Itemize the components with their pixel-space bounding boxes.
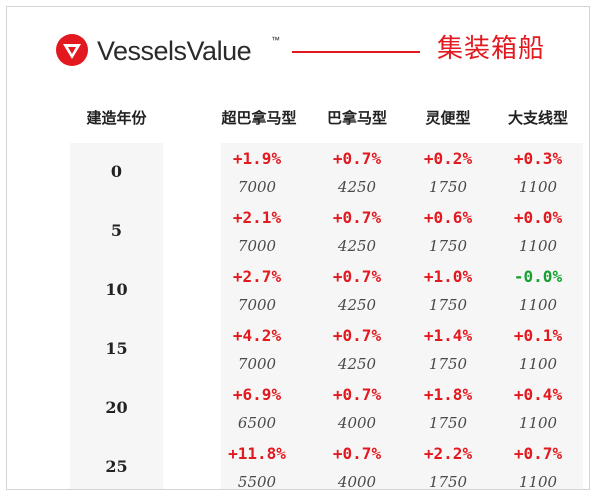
header: VesselsValue ™ 集装箱船 [55,29,585,75]
change-percent-handysize: +2.2% [423,444,473,463]
brand-name: VesselsValue [97,36,252,66]
year-cell: 15 [105,339,128,358]
change-percent-panamax: +0.7% [332,444,382,463]
value-feedermax: 1100 [518,296,558,314]
change-percent-post-panamax: +4.2% [232,326,282,345]
change-percent-handysize: +0.6% [423,208,473,227]
column-header-post-panamax: 超巴拿马型 [221,109,297,127]
value-post-panamax: 7000 [237,178,277,196]
year-cell: 5 [110,221,123,240]
change-percent-panamax: +0.7% [332,385,382,404]
table-body-background [221,143,583,489]
value-handysize: 1750 [428,355,468,373]
header-divider-line [292,51,420,53]
year-cell: 25 [105,457,128,476]
change-percent-panamax: +0.7% [332,267,382,286]
change-percent-post-panamax: +2.7% [232,267,282,286]
value-feedermax: 1100 [518,473,558,490]
value-handysize: 1750 [428,178,468,196]
value-handysize: 1750 [428,473,468,490]
change-percent-panamax: +0.7% [332,208,382,227]
change-percent-feedermax: +0.4% [513,385,563,404]
change-percent-post-panamax: +2.1% [232,208,282,227]
container-ship-value-card: VesselsValue ™ 集装箱船 建造年份 超巴拿马型 巴拿马型 灵便型 … [6,6,590,490]
value-panamax: 4250 [337,237,377,255]
page-title: 集装箱船 [437,34,546,64]
value-panamax: 4000 [337,473,377,490]
value-panamax: 4250 [337,355,377,373]
change-percent-handysize: +1.0% [423,267,473,286]
year-column-background [70,143,163,489]
change-percent-post-panamax: +11.8% [228,444,286,463]
value-post-panamax: 5500 [237,473,277,490]
year-cell: 10 [105,280,128,299]
year-cell: 0 [110,162,123,181]
value-feedermax: 1100 [518,355,558,373]
value-panamax: 4000 [337,414,377,432]
change-percent-feedermax: -0.0% [513,267,563,286]
change-percent-feedermax: +0.3% [513,149,563,168]
change-percent-handysize: +1.8% [423,385,473,404]
value-post-panamax: 7000 [237,237,277,255]
value-handysize: 1750 [428,414,468,432]
change-percent-post-panamax: +6.9% [232,385,282,404]
change-percent-feedermax: +0.1% [513,326,563,345]
change-percent-feedermax: +0.0% [513,208,563,227]
value-feedermax: 1100 [518,178,558,196]
value-panamax: 4250 [337,296,377,314]
change-percent-panamax: +0.7% [332,149,382,168]
change-percent-post-panamax: +1.9% [232,149,282,168]
change-percent-panamax: +0.7% [332,326,382,345]
value-post-panamax: 7000 [237,355,277,373]
change-percent-handysize: +0.2% [423,149,473,168]
trademark: ™ [271,35,280,45]
year-column-header: 建造年份 [86,109,147,127]
value-post-panamax: 6500 [237,414,277,432]
column-header-handysize: 灵便型 [425,109,471,127]
change-percent-feedermax: +0.7% [513,444,563,463]
change-percent-handysize: +1.4% [423,326,473,345]
year-cell: 20 [105,398,128,417]
column-header-panamax: 巴拿马型 [326,109,387,127]
vesselsvalue-logo-icon [56,34,88,66]
value-feedermax: 1100 [518,237,558,255]
value-post-panamax: 7000 [237,296,277,314]
value-feedermax: 1100 [518,414,558,432]
value-handysize: 1750 [428,237,468,255]
column-header-feedermax: 大支线型 [507,109,568,127]
value-handysize: 1750 [428,296,468,314]
value-panamax: 4250 [337,178,377,196]
